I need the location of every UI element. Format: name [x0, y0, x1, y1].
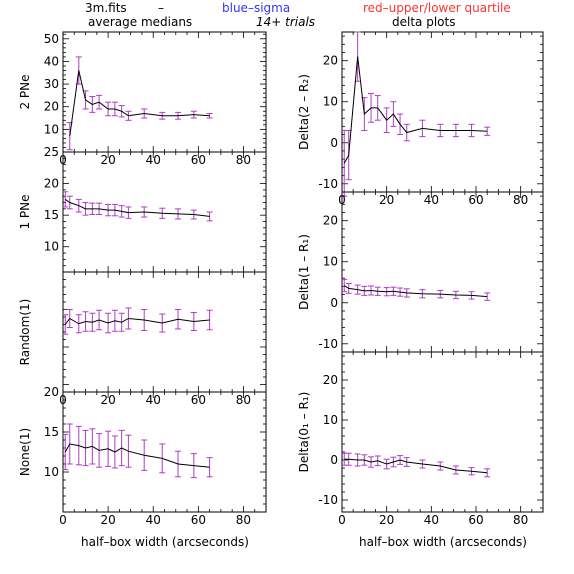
y-tick-label: 10 — [323, 255, 338, 269]
x-tick-label: 0 — [338, 513, 346, 527]
y-tick-label: 30 — [44, 77, 59, 91]
x-tick-label: 40 — [146, 513, 161, 527]
y-tick-label: 20 — [323, 373, 338, 387]
header-blue-label: blue–sigma — [222, 1, 290, 15]
x-tick-label: 20 — [100, 393, 115, 407]
x-tick-label: 40 — [146, 153, 161, 167]
y-axis-label: Delta(0₁ – R₁) — [297, 392, 311, 473]
x-tick-label: 80 — [236, 513, 251, 527]
series-line — [343, 56, 488, 164]
plot-frame — [62, 391, 267, 513]
x-tick-label: 20 — [100, 513, 115, 527]
center-subtitle: 14+ trials — [256, 15, 315, 29]
y-tick-label: 20 — [323, 54, 338, 68]
y-axis-label: 2 PNe — [18, 74, 32, 109]
series-line — [344, 458, 488, 474]
plot-frame — [62, 31, 267, 153]
x-tick-label: 40 — [146, 393, 161, 407]
header-file: 3m.fits — [85, 1, 127, 15]
panel-delta-1-r1: -10 0 10 20 Delta(1 – R₁) — [297, 191, 544, 353]
header-dash: – — [158, 1, 164, 15]
x-tick-label: 80 — [236, 153, 251, 167]
series-line — [64, 317, 210, 325]
series-line — [343, 285, 488, 298]
panel-none-1: 0 20 40 60 80 10 15 20 None(1) — [18, 385, 267, 527]
x-tick-label: 80 — [513, 513, 528, 527]
y-tick-label: 10 — [44, 240, 59, 254]
y-axis-label: None(1) — [18, 428, 32, 476]
y-tick-label: 15 — [44, 425, 59, 439]
x-tick-label: 40 — [424, 193, 439, 207]
plot-frame — [341, 191, 544, 353]
y-tick-label: 20 — [44, 385, 59, 399]
y-tick-label: 0 — [330, 453, 338, 467]
panel-1-pne: 10 15 20 25 1 PNe — [18, 145, 267, 273]
header-red-label: red–upper/lower quartile — [363, 1, 511, 15]
x-tick-label: 20 — [379, 513, 394, 527]
x-tick-label: 60 — [191, 393, 206, 407]
x-tick-label: 60 — [468, 513, 483, 527]
x-tick-label: 60 — [468, 193, 483, 207]
y-tick-label: -10 — [318, 337, 338, 351]
y-tick-label: 0 — [330, 136, 338, 150]
y-tick-label: 50 — [44, 32, 59, 46]
x-tick-label: 20 — [100, 153, 115, 167]
series-line — [64, 443, 210, 468]
y-axis-label: Delta(1 – R₁) — [297, 234, 311, 310]
y-tick-label: 25 — [44, 145, 59, 159]
y-tick-label: 0 — [330, 296, 338, 310]
x-tick-label: 60 — [191, 153, 206, 167]
x-axis-label-left: half–box width (arcseconds) — [81, 535, 249, 549]
y-axis-label: Delta(2 – R₂) — [297, 74, 311, 150]
right-subtitle: delta plots — [392, 15, 455, 29]
x-tick-label: 60 — [191, 513, 206, 527]
plot-frame — [341, 31, 544, 193]
left-subtitle: average medians — [88, 15, 192, 29]
y-tick-label: -10 — [318, 493, 338, 507]
x-tick-label: 40 — [424, 513, 439, 527]
plot-frame — [62, 151, 267, 273]
y-tick-label: 10 — [44, 122, 59, 136]
series-line — [64, 198, 210, 217]
series-line — [69, 70, 210, 137]
y-tick-label: 20 — [44, 177, 59, 191]
y-tick-label: 20 — [44, 100, 59, 114]
y-tick-label: 10 — [323, 95, 338, 109]
y-tick-label: 10 — [323, 413, 338, 427]
x-tick-label: 20 — [379, 193, 394, 207]
plot-frame — [341, 351, 544, 513]
y-tick-label: 10 — [44, 465, 59, 479]
x-tick-label: 80 — [513, 193, 528, 207]
y-tick-label: 40 — [44, 54, 59, 68]
x-tick-label: 0 — [59, 513, 67, 527]
y-tick-label: 20 — [323, 214, 338, 228]
y-axis-label: Random(1) — [18, 299, 32, 366]
y-tick-label: 15 — [44, 208, 59, 222]
x-axis-label-right: half–box width (arcseconds) — [359, 535, 527, 549]
y-tick-label: -10 — [318, 177, 338, 191]
y-axis-label: 1 PNe — [18, 194, 32, 229]
x-tick-label: 80 — [236, 393, 251, 407]
